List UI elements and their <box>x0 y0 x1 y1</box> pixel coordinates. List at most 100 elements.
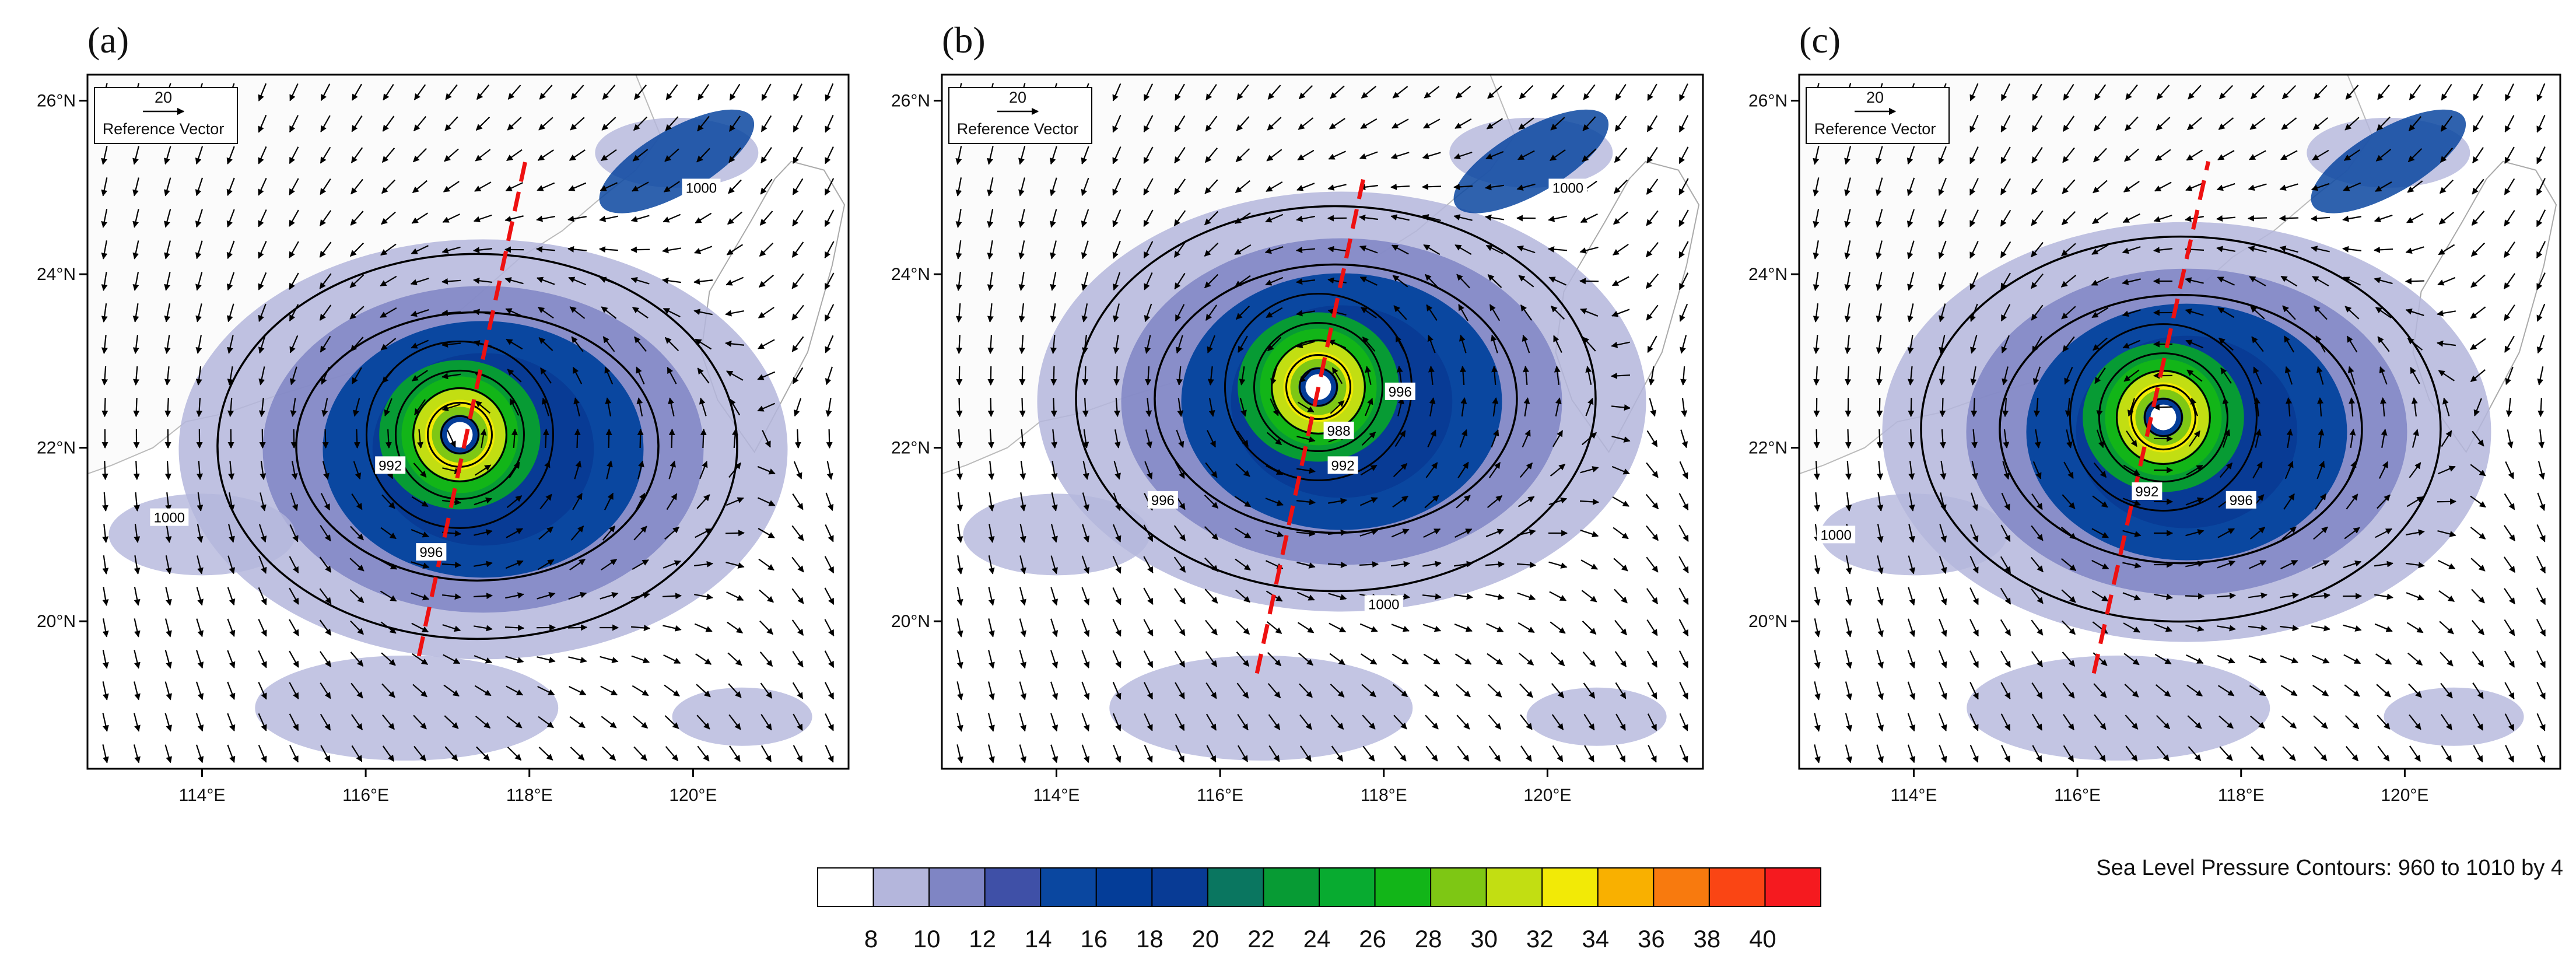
wind-arrow <box>320 83 331 101</box>
contour-label: 992 <box>2135 484 2158 500</box>
wind-arrow <box>475 400 490 414</box>
wind-arrow <box>164 744 172 764</box>
wind-arrow <box>164 650 172 669</box>
wind-arrow <box>380 275 397 287</box>
wind-arrow <box>825 524 834 542</box>
wind-arrow <box>1647 335 1657 353</box>
colorbar-label: 14 <box>1025 925 1052 953</box>
wind-vectors <box>955 83 1689 764</box>
colorbar-box <box>1485 867 1543 907</box>
wind-arrow <box>1081 303 1088 323</box>
wind-arrow <box>132 146 139 165</box>
panel-label: (b) <box>942 19 986 61</box>
pressure-contour <box>440 415 479 454</box>
wind-arrow <box>569 306 586 319</box>
wind-arrow <box>320 524 331 542</box>
wind-arrow <box>1361 85 1377 99</box>
wind-arrow <box>633 526 647 541</box>
wind-arrow <box>1647 83 1657 101</box>
colorbar-box <box>1764 867 1821 907</box>
wind-arrow <box>1205 147 1218 163</box>
wind-arrow <box>381 652 396 666</box>
wind-arrow <box>824 304 835 322</box>
wind-shading-patch <box>2384 687 2524 746</box>
wind-arrow <box>258 146 267 164</box>
wind-arrow <box>322 429 329 449</box>
wind-arrow <box>1299 368 1313 383</box>
wind-arrow <box>164 681 172 701</box>
wind-arrow <box>636 366 645 385</box>
wind-arrow <box>1422 214 1441 222</box>
wind-arrow <box>1018 177 1026 197</box>
wind-arrow <box>1019 429 1026 449</box>
wind-arrow <box>381 211 396 225</box>
wind-arrow <box>258 209 267 227</box>
wind-arrow <box>352 367 362 384</box>
wind-arrow <box>101 492 108 512</box>
wind-arrow <box>1050 334 1057 355</box>
wind-arrow <box>1550 464 1566 477</box>
wind-arrow <box>1460 397 1467 416</box>
wind-arrow <box>633 715 649 729</box>
wind-arrow <box>1518 275 1534 288</box>
wind-arrow <box>728 683 742 698</box>
wind-arrow <box>260 492 267 512</box>
map-frame <box>86 73 850 770</box>
wind-shading-ring <box>447 422 473 448</box>
wind-arrow <box>441 246 461 254</box>
wind-arrow <box>538 716 554 729</box>
wind-arrow <box>1646 147 1658 164</box>
wind-arrow <box>1585 366 1592 385</box>
wind-arrow <box>195 335 202 354</box>
contour-label: 1000 <box>1368 597 1399 612</box>
wind-arrow <box>411 245 429 254</box>
wind-arrow <box>663 560 681 569</box>
wind-arrow <box>1112 177 1121 196</box>
wind-arrow <box>825 146 834 164</box>
wind-arrow <box>1517 150 1535 160</box>
wind-arrow <box>227 650 236 668</box>
wind-arrow <box>474 561 493 568</box>
wind-arrow <box>441 373 461 380</box>
wind-arrow <box>1487 85 1502 99</box>
colorbar-box <box>1374 867 1432 907</box>
wind-arrow <box>1018 146 1026 165</box>
wind-arrow <box>473 309 492 316</box>
colorbar-label: 38 <box>1694 925 1721 953</box>
colorbar-label: 30 <box>1470 925 1498 953</box>
wind-arrow <box>164 177 171 197</box>
wind-arrow <box>540 367 552 384</box>
wind-arrow <box>1295 247 1316 254</box>
wind-arrow <box>196 587 204 606</box>
wind-arrow <box>1235 275 1251 288</box>
wind-arrow <box>988 460 995 480</box>
wind-arrow <box>601 746 616 761</box>
wind-arrow <box>956 397 963 418</box>
wind-arrow <box>600 182 618 191</box>
wind-arrow <box>825 744 834 763</box>
wind-arrow <box>1019 460 1026 480</box>
wind-arrow <box>1522 334 1530 353</box>
wind-arrow <box>474 685 492 696</box>
wind-arrow <box>727 652 742 666</box>
wind-arrow <box>570 747 585 761</box>
wind-shading-ring <box>2150 404 2177 430</box>
wind-arrow <box>539 493 552 510</box>
wind-arrow <box>699 461 708 479</box>
wind-arrow <box>601 559 618 570</box>
wind-arrow <box>258 272 267 290</box>
wind-arrow <box>631 181 649 192</box>
wind-arrow <box>195 713 204 732</box>
wind-arrow <box>664 148 679 162</box>
wind-arrow <box>760 115 772 132</box>
wind-arrow <box>1582 148 1597 162</box>
wind-arrow <box>1176 429 1184 449</box>
wind-arrow <box>1583 84 1596 100</box>
wind-arrow <box>132 177 139 197</box>
wind-arrow <box>634 336 647 352</box>
wind-arrow <box>824 556 835 574</box>
wind-arrow <box>1611 309 1630 317</box>
wind-arrow <box>319 304 332 321</box>
wind-arrow <box>445 84 458 100</box>
wind-arrow <box>1173 178 1186 195</box>
